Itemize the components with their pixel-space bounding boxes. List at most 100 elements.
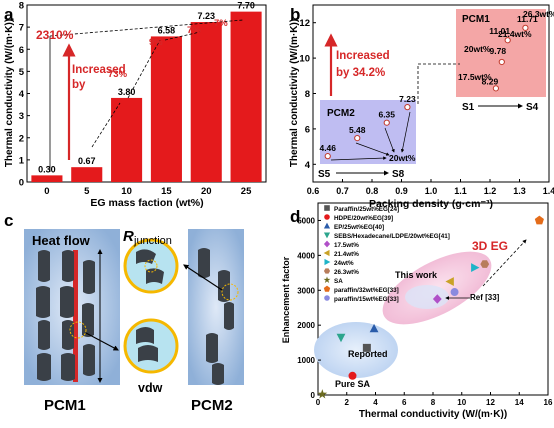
x-tick-label: 14 <box>515 398 524 407</box>
pcm1-flake <box>61 353 75 381</box>
y-tick-label: 6 <box>19 45 24 56</box>
x-tick-label: 6 <box>402 398 407 407</box>
data-point <box>522 24 529 31</box>
panel-d: d 0 1000 2000 3000 4000 5000 0 2 4 6 8 10 12 14 16 En… <box>281 202 553 420</box>
x-tick-label: 25 <box>241 186 252 197</box>
panel-b-s5: S5 <box>318 169 331 180</box>
pcm1-label: PCM1 <box>462 14 490 25</box>
marker-diamond <box>432 294 442 304</box>
y-tick-label: 12 <box>299 18 310 29</box>
panel-b-label: b <box>290 5 300 24</box>
panel-b: b 4 6 8 10 12 0.6 0.7 0.8 0.9 1.0 1.1 1.2 1.3 1.4 Th… <box>289 4 554 210</box>
bar <box>31 175 63 182</box>
data-label: 0.30 <box>38 164 56 174</box>
marker-pentagon <box>323 285 331 292</box>
pcm1-flake <box>38 250 50 282</box>
x-tick-label: 8 <box>431 398 436 407</box>
panel-d-legend: Paraffin/25wt%EG[24] HDPE/20wt%EG[39] EP/2… <box>323 205 450 303</box>
legend-entry: 24wt% <box>334 260 354 267</box>
y-tick-label: 3 <box>19 111 24 122</box>
panel-d-ref-label: Ref [33] <box>470 293 500 302</box>
junction-zoom-circle <box>123 238 179 294</box>
pcm2-zoom-marker <box>221 283 239 301</box>
data-label: 0.67 <box>78 156 96 166</box>
data-label: 7.23 <box>197 11 215 21</box>
vdw-flake-top <box>136 327 154 344</box>
legend-entry: SEBS/Hexadecane/LDPE/20wt%EG[41] <box>334 233 450 240</box>
pcm1-flake <box>60 286 74 318</box>
panel-b-s4: S4 <box>526 102 539 113</box>
panel-a-step-label-1: 73% <box>108 69 128 80</box>
panel-d-points <box>317 215 544 399</box>
panel-d-label: d <box>290 207 300 226</box>
data-label: 6.58 <box>158 25 176 35</box>
point-label: 11.71 <box>517 14 538 24</box>
marker-triangle-down <box>323 232 331 239</box>
panel-d-reported-label: Reported <box>348 349 388 359</box>
bar <box>71 167 103 182</box>
pcm2-flake <box>218 270 230 302</box>
panel-b-x-label: Packing density (g·cm⁻³) <box>369 198 493 210</box>
pcm1-panel-label: PCM1 <box>44 397 86 414</box>
panel-c-label: c <box>4 211 13 230</box>
panel-c: c Heat flow <box>4 211 244 414</box>
y-tick-label: 2000 <box>297 321 315 330</box>
r-junction-label: R <box>123 228 134 245</box>
junction-flake-bottom <box>146 268 164 284</box>
panel-d-3deg-label: 3D EG <box>472 239 508 253</box>
y-tick-label: 0 <box>311 391 316 400</box>
pcm1-flake <box>62 320 74 350</box>
point-label: 8.29 <box>482 76 499 86</box>
y-tick-label: 4 <box>19 89 25 100</box>
panel-b-s8: S8 <box>392 169 405 180</box>
data-label: 3.80 <box>118 87 136 97</box>
bar <box>111 97 143 182</box>
pcm1-zoom-marker <box>69 321 87 339</box>
x-tick-label: 1.1 <box>454 186 467 196</box>
y-tick-label: 1000 <box>297 356 315 365</box>
legend-entry: 21.4wt% <box>334 251 359 258</box>
y-tick-label: 6 <box>305 124 310 135</box>
point-label: 4.46 <box>319 143 336 153</box>
panel-a-by-text: by <box>72 79 86 91</box>
this-work-ellipse <box>405 285 449 309</box>
marker-pentagon <box>534 215 544 225</box>
y-tick-label: 10 <box>299 54 310 65</box>
panel-d-thiswork-label: This work <box>395 270 438 280</box>
pcm2-stacks <box>198 248 234 385</box>
panel-d-puresa-label: Pure SA <box>335 379 371 389</box>
marker-triangle-left <box>323 249 330 257</box>
panel-b-points <box>324 24 529 160</box>
data-point <box>383 119 390 126</box>
panel-b-by-text: by 34.2% <box>336 67 385 79</box>
pcm2-flake <box>224 302 234 330</box>
marker-star <box>323 276 331 283</box>
data-label: 7.70 <box>237 1 255 11</box>
legend-entry: SA <box>334 278 343 285</box>
panel-b-s1: S1 <box>462 102 475 113</box>
heat-flow-label: Heat flow <box>32 233 91 248</box>
panel-a-step-line-3 <box>164 31 201 41</box>
marker-hexagon <box>480 260 490 268</box>
panel-a-step-line-1 <box>91 102 121 148</box>
legend-entry: 26.3wt% <box>334 269 359 276</box>
y-tick-label: 8 <box>19 1 24 12</box>
bar <box>230 11 262 183</box>
panel-b-pcm2-arrow-1 <box>330 156 387 161</box>
panel-b-y-label: Thermal conductivity (W/(m·K)) <box>289 19 300 167</box>
marker-hexagon <box>323 268 331 274</box>
panel-a-y-label: Thermal conductivity (W/(m·K)) <box>4 19 15 167</box>
pcm1-flake <box>82 303 94 337</box>
x-tick-label: 5 <box>84 186 90 197</box>
legend-entry: EP/25wt%EG[40] <box>334 224 384 231</box>
x-tick-label: 1.4 <box>543 186 554 196</box>
x-tick-label: 0.8 <box>366 186 379 196</box>
pcm1-flake <box>62 250 74 282</box>
data-point <box>324 153 331 160</box>
x-tick-label: 10 <box>121 186 132 197</box>
marker-triangle-right <box>324 258 331 266</box>
data-point <box>404 104 411 111</box>
panel-b-y-axis: 4 6 8 10 12 <box>299 18 316 171</box>
panel-d-ref-arrow <box>482 239 527 287</box>
panel-a-step-label-2: 9% <box>149 37 163 48</box>
